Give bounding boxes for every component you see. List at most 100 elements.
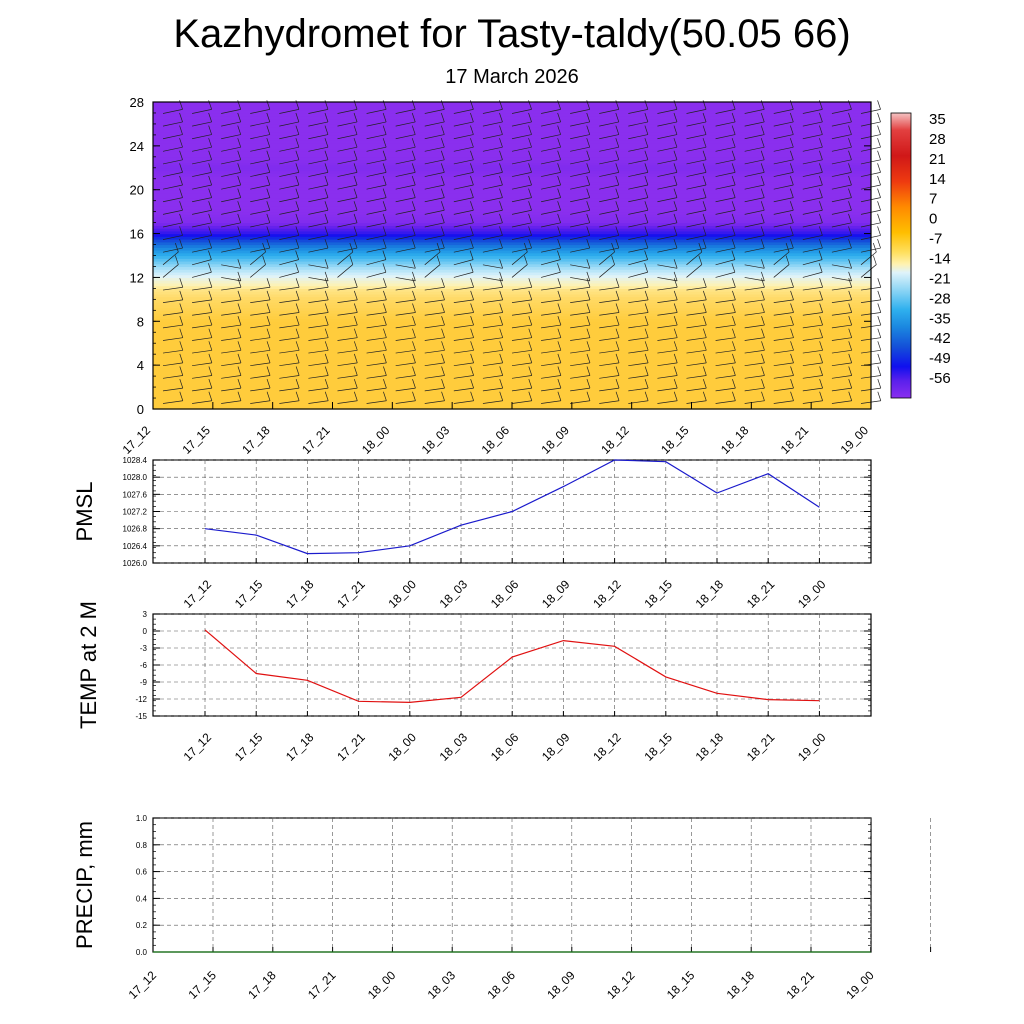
wind-barb: [395, 121, 416, 127]
wind-barb: [337, 109, 358, 114]
wind-barb-feather: [349, 255, 354, 265]
wind-barb: [221, 222, 241, 228]
wind-barb: [162, 264, 179, 278]
wind-barb: [511, 312, 532, 316]
temperature-band: [153, 219, 871, 224]
x-tick-label: 18_09: [544, 968, 578, 1002]
wind-barb-feather: [237, 213, 242, 223]
wind-barb: [744, 349, 765, 354]
wind-barb-feather: [586, 353, 591, 364]
wind-barb: [773, 222, 794, 228]
wind-barb: [482, 375, 503, 379]
wind-barb-feather: [586, 303, 591, 313]
wind-barb: [308, 109, 329, 114]
wind-barb: [744, 387, 765, 392]
time-height-panel: 0 4 8 12 16 20 24 28 17_12 17_15 17_18 17_21 18_00 18…: [120, 95, 951, 457]
wind-barb: [773, 172, 794, 177]
wind-barb-feather: [702, 201, 707, 211]
wind-barb: [192, 337, 212, 341]
wind-barb-feather: [353, 226, 358, 236]
temperature-band: [153, 296, 871, 300]
wind-barb-feather: [412, 391, 416, 401]
wind-barb-feather: [324, 366, 329, 376]
temperature-band: [153, 181, 871, 185]
wind-barb-feather: [208, 238, 212, 249]
wind-barb: [860, 251, 877, 266]
wind-barb-feather: [702, 366, 707, 376]
wind-barb: [802, 222, 823, 228]
y-tick-label: -6: [140, 661, 148, 670]
wind-barb: [657, 197, 678, 203]
wind-barb: [482, 121, 503, 127]
wind-barb: [337, 247, 358, 253]
wind-barb: [628, 172, 648, 177]
wind-barb-feather: [382, 163, 387, 173]
wind-barb-feather: [266, 328, 271, 338]
wind-barb-feather: [644, 163, 649, 173]
temperature-band: [153, 260, 871, 265]
wind-barb-feather: [208, 341, 213, 351]
wind-barb-feather: [586, 238, 591, 249]
wind-barb-feather: [877, 138, 881, 148]
wind-barb-feather: [237, 290, 242, 300]
wind-barb: [192, 247, 212, 253]
wind-barb-feather: [499, 366, 504, 376]
wind-barb-feather: [353, 303, 358, 313]
wind-barb-feather: [266, 391, 271, 401]
x-tick-label: 18_12: [604, 968, 638, 1002]
wind-barb-feather: [208, 125, 212, 135]
wind-barb-feather: [848, 226, 852, 236]
wind-barb-feather: [470, 366, 474, 376]
wind-barb: [773, 324, 794, 329]
wind-barb: [570, 400, 591, 404]
wind-barb-feather: [732, 341, 736, 351]
wind-barb-feather: [848, 353, 853, 364]
wind-barb-feather: [470, 290, 474, 300]
wind-barb: [308, 184, 329, 190]
wind-barb-feather: [586, 125, 591, 135]
wind-barb-feather: [411, 125, 416, 135]
wind-barb-feather: [586, 150, 591, 160]
wind-barb-feather: [877, 112, 881, 123]
y-tick-label: 1026.0: [123, 559, 148, 568]
wind-barb: [424, 222, 445, 228]
wind-barb: [337, 299, 358, 303]
wind-barb: [162, 337, 183, 341]
wind-barb: [599, 324, 620, 329]
wind-barb-feather: [383, 379, 387, 389]
wind-barb-feather: [702, 138, 707, 148]
wind-barb-feather: [237, 341, 242, 351]
temperature-band: [153, 241, 871, 246]
wind-barb-feather: [615, 290, 620, 300]
wind-barb: [686, 286, 707, 291]
wind-barb-feather: [436, 255, 441, 265]
x-tick-label: 17_18: [245, 968, 279, 1002]
wind-barb: [424, 209, 445, 215]
wind-barb-feather: [702, 278, 707, 288]
wind-barb: [250, 159, 270, 165]
wind-barb-feather: [412, 259, 416, 269]
wind-barb-feather: [295, 290, 300, 300]
wind-barb: [162, 222, 183, 228]
wind-barb-feather: [819, 303, 823, 313]
wind-barb: [279, 159, 299, 165]
wind-barb: [279, 271, 299, 278]
wind-barb-feather: [557, 250, 561, 260]
wind-barb-feather: [208, 278, 213, 288]
wind-barb-feather: [789, 226, 794, 236]
y-tick-label: 1027.6: [123, 490, 148, 499]
wind-barb-feather: [324, 391, 329, 401]
wind-barb: [453, 184, 474, 190]
wind-barb: [657, 209, 678, 215]
wind-barb-feather: [702, 290, 707, 300]
wind-barb: [802, 159, 823, 165]
wind-barb-feather: [266, 125, 271, 135]
temperature-band: [153, 154, 871, 158]
wind-barb-feather: [266, 341, 271, 351]
wind-barb-feather: [848, 259, 852, 269]
wind-barb-feather: [353, 175, 358, 186]
wind-barb-feather: [731, 125, 736, 135]
wind-barb: [453, 235, 474, 240]
wind-barb: [802, 247, 823, 253]
wind-barb: [308, 362, 329, 367]
